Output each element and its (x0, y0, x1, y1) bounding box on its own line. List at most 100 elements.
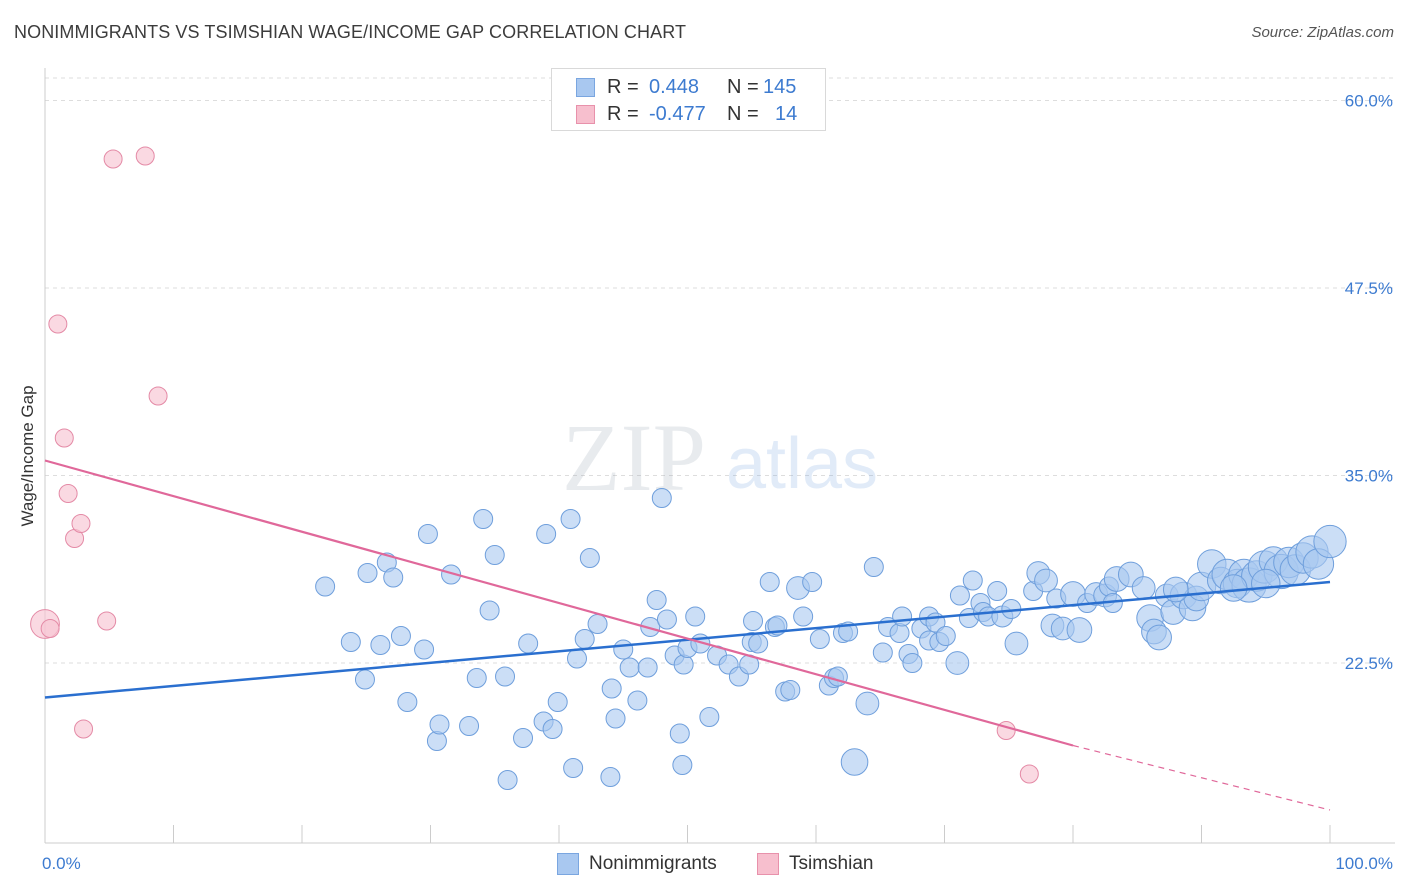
nonimmigrants-point (685, 606, 706, 627)
nonimmigrants-point (889, 623, 910, 643)
nonimmigrants-point (417, 524, 438, 544)
nonimmigrants-point (1034, 568, 1058, 593)
y-tick-label: 60.0% (1345, 92, 1393, 111)
nonimmigrants-point (390, 626, 411, 646)
nonimmigrants-point (1251, 568, 1281, 599)
nonimmigrants-point (315, 576, 336, 597)
nonimmigrants-point (426, 731, 447, 751)
y-tick-label: 35.0% (1345, 467, 1393, 486)
tsimshian-point (71, 514, 91, 533)
nonimmigrants-point (637, 657, 658, 678)
legend-r-value: -0.477 (649, 102, 706, 125)
y-tick-label: 22.5% (1345, 654, 1393, 673)
legend-n-value: 14 (775, 102, 798, 125)
nonimmigrants-point (872, 642, 893, 663)
nonimmigrants-point (962, 570, 983, 591)
legend-r-value: 0.448 (649, 75, 700, 98)
bottom-legend-tsimshian: Tsimshian (757, 852, 873, 876)
tsimshian-point (97, 611, 117, 631)
nonimmigrants-point (672, 755, 693, 775)
nonimmigrants-point (1162, 576, 1189, 603)
nonimmigrants-point (357, 563, 378, 583)
nonimmigrants-point (473, 509, 494, 529)
nonimmigrants-point (340, 632, 361, 652)
source-label: Source: ZipAtlas.com (1251, 24, 1394, 41)
legend-n-label: N = (727, 75, 759, 98)
tsimshian-points (30, 146, 1039, 784)
nonimmigrants-point (892, 606, 913, 627)
watermark: ZIP atlas (562, 404, 878, 511)
nonimmigrants-point (563, 758, 584, 778)
tick-labels: 22.5% 35.0% 47.5% 60.0% 0.0% 100.0% (42, 92, 1393, 874)
nonimmigrants-point (673, 654, 694, 675)
nonimmigrants-point (414, 639, 435, 660)
nonimmigrants-point (600, 767, 621, 787)
x-tick-label: 0.0% (42, 854, 81, 873)
trend-lines (44, 459, 1331, 811)
tsimshian-point (40, 619, 60, 638)
legend-r-label: R = (607, 102, 639, 125)
nonimmigrants-point (1004, 631, 1029, 656)
tsimshian-point (1019, 764, 1039, 784)
nonimmigrants-point (605, 708, 626, 729)
nonimmigrants-point (780, 680, 801, 700)
tsimshian-point (74, 719, 94, 739)
bottom-legend-swatch-blue (557, 853, 579, 875)
nonimmigrants-point (497, 770, 518, 790)
watermark-zip: ZIP (562, 404, 706, 511)
bottom-legend-nonimmigrants: Nonimmigrants (557, 852, 717, 876)
nonimmigrants-point (613, 639, 634, 660)
nonimmigrants-point (935, 626, 956, 646)
tsimshian-point (135, 146, 155, 166)
legend-r-label: R = (607, 75, 639, 98)
legend-swatch-pink (576, 104, 595, 124)
nonimmigrants-point (484, 545, 505, 565)
nonimmigrants-point (1219, 574, 1248, 602)
nonimmigrants-point (669, 723, 690, 744)
nonimmigrants-point (793, 606, 814, 627)
nonimmigrants-point (743, 611, 764, 631)
tsimshian-point (48, 314, 68, 334)
nonimmigrants-point (646, 590, 667, 610)
nonimmigrants-point (547, 692, 568, 712)
nonimmigrants-point (651, 488, 672, 508)
legend-n-value: 145 (763, 75, 797, 98)
axes (44, 68, 1395, 844)
legend-row-tsimshian: R = -0.477 N = 14 (576, 102, 797, 126)
nonimmigrants-point (566, 648, 587, 669)
chart-title: NONIMMIGRANTS VS TSIMSHIAN WAGE/INCOME G… (14, 22, 687, 42)
nonimmigrants-point (354, 669, 375, 690)
bottom-legend-swatch-pink (757, 853, 779, 875)
nonimmigrants-point (902, 653, 923, 673)
tsimshian-trend-line (44, 459, 1074, 747)
nonimmigrants-point (560, 509, 581, 529)
tsimshian-point (54, 428, 74, 448)
nonimmigrants-point (809, 629, 830, 649)
bottom-legend-label: Tsimshian (789, 853, 874, 874)
nonimmigrants-point (748, 633, 769, 654)
nonimmigrants-point (601, 678, 622, 699)
nonimmigrants-point (536, 524, 557, 544)
nonimmigrants-point (459, 716, 480, 736)
nonimmigrants-point (542, 719, 563, 739)
nonimmigrants-point (863, 557, 884, 577)
nonimmigrants-point (840, 748, 869, 776)
nonimmigrants-point (640, 617, 661, 637)
nonimmigrants-point (699, 707, 720, 727)
nonimmigrants-point (441, 564, 462, 585)
watermark-atlas: atlas (726, 424, 878, 504)
tsimshian-trend-extension (1072, 744, 1331, 811)
nonimmigrants-point (945, 651, 970, 675)
nonimmigrants-point (656, 609, 677, 630)
nonimmigrants-point (429, 714, 450, 735)
nonimmigrants-point (574, 629, 595, 649)
nonimmigrants-point (627, 690, 648, 711)
legend-row-nonimmigrants: R = 0.448 N = 145 (576, 75, 796, 99)
nonimmigrants-point (987, 581, 1008, 601)
nonimmigrants-point (479, 600, 500, 621)
nonimmigrants-point (397, 692, 418, 712)
nonimmigrants-point (579, 548, 600, 568)
nonimmigrants-point (383, 567, 404, 588)
correlation-legend: R = 0.448 N = 145 R = -0.477 N = 14 (551, 68, 826, 131)
